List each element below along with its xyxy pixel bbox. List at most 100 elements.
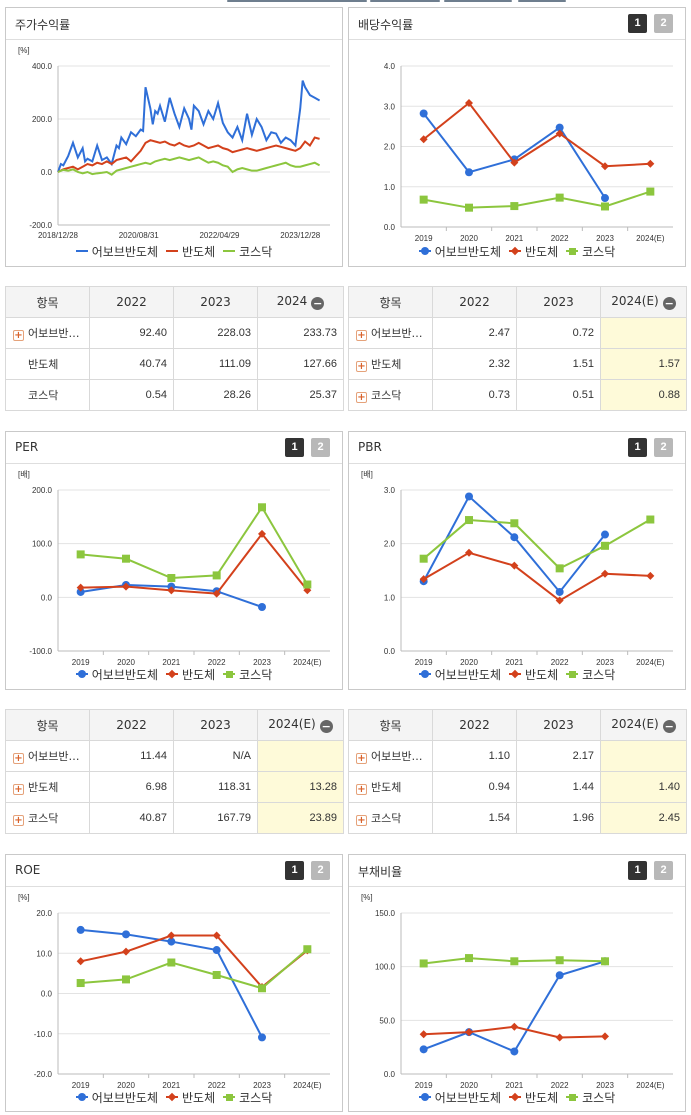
cell-value: 0.88 bbox=[600, 379, 687, 411]
y-unit-label: [배] bbox=[361, 470, 373, 479]
data-point-circle bbox=[167, 937, 176, 946]
series-kosdaq bbox=[76, 945, 312, 993]
toggle-2-button[interactable]: 2 bbox=[311, 438, 330, 457]
toggle-1-button[interactable]: 1 bbox=[285, 861, 304, 880]
table-row: + 코스닥 0.73 0.51 0.88 bbox=[348, 379, 687, 411]
header-year: 2024(E) − bbox=[600, 286, 687, 318]
legend-swatch bbox=[75, 250, 88, 252]
chart-legend: 어보브반도체 반도체 코스닥 bbox=[6, 1087, 342, 1106]
cell-value: 1.96 bbox=[516, 802, 601, 834]
row-name: + 반도체 bbox=[5, 771, 90, 803]
y-unit-label: [배] bbox=[18, 470, 30, 479]
legend-item[interactable]: 반도체 bbox=[509, 666, 558, 683]
toggle-2-button[interactable]: 2 bbox=[311, 861, 330, 880]
series-company bbox=[419, 492, 609, 596]
row-name: + 코스닥 bbox=[348, 802, 433, 834]
legend-item[interactable]: 어보브반도체 bbox=[75, 1089, 158, 1106]
row-name: + 반도체 bbox=[348, 348, 433, 380]
legend-item[interactable]: 어보브반도체 bbox=[418, 1089, 501, 1106]
series-company bbox=[76, 580, 266, 611]
expand-row-icon[interactable]: + bbox=[356, 330, 367, 341]
expand-row-icon[interactable]: + bbox=[13, 784, 24, 795]
x-tick-label: 2023 bbox=[253, 1081, 271, 1090]
data-point-diamond bbox=[258, 529, 266, 538]
legend-item[interactable]: 코스닥 bbox=[566, 1089, 615, 1106]
expand-row-icon[interactable]: + bbox=[356, 392, 367, 403]
toggle-1-button[interactable]: 1 bbox=[628, 438, 647, 457]
data-point-circle bbox=[258, 602, 266, 611]
legend-item[interactable]: 코스닥 bbox=[566, 243, 615, 260]
toggle-1-button[interactable]: 1 bbox=[628, 861, 647, 880]
legend-item[interactable]: 반도체 bbox=[509, 1089, 558, 1106]
x-tick-label: 2020 bbox=[460, 234, 478, 243]
legend-item[interactable]: 어보브반도체 bbox=[75, 243, 158, 260]
legend-label: 어보브반도체 bbox=[91, 1090, 158, 1105]
series-line-company bbox=[57, 80, 321, 173]
collapse-column-button[interactable]: − bbox=[662, 297, 676, 310]
x-tick-label: 2023 bbox=[596, 1081, 614, 1090]
data-point-circle bbox=[76, 587, 85, 596]
expand-row-icon[interactable]: + bbox=[13, 330, 24, 341]
chart-per: [배]200.0 100.0 0.0 -100.0 2019 2020 2021 2022 20… bbox=[18, 470, 330, 667]
top-tab-fragment bbox=[370, 0, 440, 2]
series-line bbox=[423, 190, 651, 209]
legend-item[interactable]: 반도체 bbox=[166, 1089, 215, 1106]
y-tick-label: 0.0 bbox=[384, 223, 396, 232]
expand-row-icon[interactable]: + bbox=[356, 784, 367, 795]
legend-swatch bbox=[166, 1092, 178, 1102]
data-point-diamond bbox=[465, 548, 473, 557]
toggle-2-button[interactable]: 2 bbox=[654, 438, 673, 457]
panel-header: 부채비율 1 2 bbox=[349, 855, 685, 887]
table-row: + 어보브반… 92.40 228.03 233.73 bbox=[5, 317, 344, 349]
legend-swatch bbox=[509, 246, 521, 256]
y-tick-label: 150.0 bbox=[375, 909, 396, 918]
x-tick-label: 2024(E) bbox=[636, 234, 665, 243]
data-point-square bbox=[601, 541, 609, 550]
series-industry bbox=[76, 931, 312, 992]
collapse-column-button[interactable]: − bbox=[662, 720, 676, 733]
header-year: 2024− bbox=[257, 286, 344, 318]
toggle-2-button[interactable]: 2 bbox=[654, 861, 673, 880]
panel-header: 주가수익률 bbox=[6, 8, 342, 40]
legend-item[interactable]: 어보브반도체 bbox=[75, 666, 158, 683]
x-tick-label: 2024(E) bbox=[293, 1081, 322, 1090]
expand-row-icon[interactable]: + bbox=[13, 753, 24, 764]
legend-swatch bbox=[166, 669, 178, 679]
data-point-diamond bbox=[601, 162, 609, 171]
x-tick-label: 2022 bbox=[551, 1081, 569, 1090]
expand-row-icon[interactable]: + bbox=[13, 815, 24, 826]
legend-item[interactable]: 코스닥 bbox=[223, 1089, 272, 1106]
toggle-2-button[interactable]: 2 bbox=[654, 14, 673, 33]
y-tick-label: 100.0 bbox=[32, 540, 53, 549]
collapse-column-button[interactable]: − bbox=[319, 720, 333, 733]
x-tick-label: 2018/12/28 bbox=[38, 231, 79, 240]
panel-header: ROE 1 2 bbox=[6, 855, 342, 887]
expand-row-icon[interactable]: + bbox=[356, 815, 367, 826]
chart-legend: 어보브반도체 반도체 코스닥 bbox=[349, 241, 685, 260]
expand-row-icon[interactable]: + bbox=[356, 753, 367, 764]
expand-row-icon[interactable]: + bbox=[356, 361, 367, 372]
legend-item[interactable]: 어보브반도체 bbox=[418, 243, 501, 260]
legend-item[interactable]: 어보브반도체 bbox=[418, 666, 501, 683]
toggle-1-button[interactable]: 1 bbox=[628, 14, 647, 33]
table-row: + 어보브반… 2.47 0.72 bbox=[348, 317, 687, 349]
legend-item[interactable]: 코스닥 bbox=[566, 666, 615, 683]
legend-item[interactable]: 코스닥 bbox=[223, 243, 272, 260]
panel-header: 배당수익률 1 2 bbox=[349, 8, 685, 40]
header-year: 2023 bbox=[516, 286, 601, 318]
collapse-column-button[interactable]: − bbox=[311, 297, 325, 310]
legend-swatch bbox=[75, 670, 88, 678]
legend-item[interactable]: 반도체 bbox=[166, 666, 215, 683]
data-point-diamond bbox=[601, 1032, 609, 1041]
y-tick-label: 10.0 bbox=[36, 949, 52, 958]
toggle-1-button[interactable]: 1 bbox=[285, 438, 304, 457]
x-tick-label: 2021 bbox=[505, 658, 523, 667]
panel-title: 배당수익률 bbox=[358, 18, 414, 32]
y-tick-label: 3.0 bbox=[384, 486, 396, 495]
legend-item[interactable]: 코스닥 bbox=[223, 666, 272, 683]
data-point-diamond bbox=[212, 589, 221, 598]
data-point-circle bbox=[555, 123, 564, 132]
legend-item[interactable]: 반도체 bbox=[166, 243, 215, 260]
y-tick-label: 1.0 bbox=[384, 183, 396, 192]
legend-item[interactable]: 반도체 bbox=[509, 243, 558, 260]
